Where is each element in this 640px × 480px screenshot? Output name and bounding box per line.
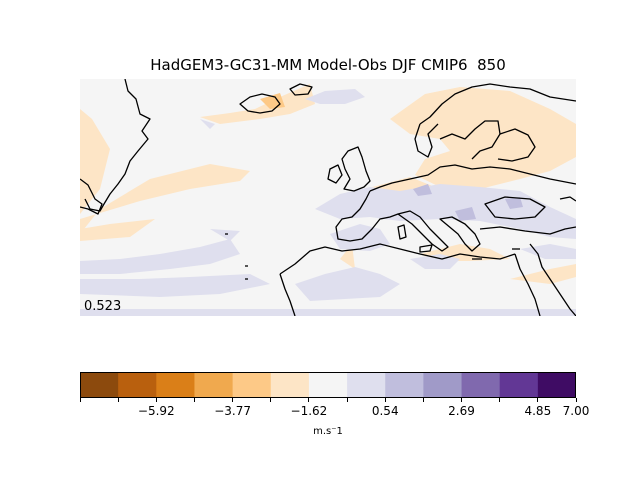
map-svg bbox=[80, 79, 576, 316]
colorbar-tick bbox=[117, 398, 119, 402]
colorbar-tick bbox=[80, 398, 81, 402]
colorbar-segment bbox=[80, 372, 119, 398]
colorbar-tick bbox=[232, 398, 234, 402]
colorbar-tick-label: 2.69 bbox=[448, 404, 475, 418]
colorbar-tick bbox=[193, 398, 195, 402]
colorbar-segment bbox=[308, 372, 348, 398]
positive-anomaly-strong bbox=[413, 184, 523, 221]
colorbar-segment bbox=[194, 372, 234, 398]
colorbar-tick bbox=[308, 398, 310, 402]
colorbar-segment bbox=[461, 372, 501, 398]
colorbar bbox=[80, 372, 576, 398]
colorbar-tick bbox=[270, 398, 272, 402]
colorbar-segment bbox=[347, 372, 386, 398]
colorbar-segment bbox=[118, 372, 157, 398]
colorbar-segment bbox=[232, 372, 272, 398]
colorbar-units: m.s⁻1 bbox=[313, 426, 343, 437]
coastlines bbox=[80, 79, 576, 316]
colorbar-tick-label: 0.54 bbox=[371, 404, 399, 418]
colorbar-tick-label: −5.92 bbox=[137, 404, 175, 418]
colorbar-tick-label: 4.85 bbox=[524, 404, 552, 418]
colorbar-tick bbox=[537, 398, 539, 402]
colorbar-tick-label: 7.00 bbox=[562, 404, 590, 418]
colorbar-segment bbox=[423, 372, 463, 398]
colorbar-segment bbox=[385, 372, 424, 398]
colorbar-tick bbox=[499, 398, 501, 402]
colorbar-tick bbox=[461, 398, 463, 402]
colorbar-tick-label: −3.77 bbox=[214, 404, 251, 418]
colorbar-segment bbox=[537, 372, 576, 398]
colorbar-segment bbox=[499, 372, 539, 398]
colorbar-tick bbox=[384, 398, 386, 402]
negative-anomaly-regions bbox=[80, 84, 576, 284]
colorbar-tick-label: −1.62 bbox=[290, 404, 328, 418]
colorbar-tick bbox=[155, 398, 157, 402]
colorbar-tick bbox=[422, 398, 424, 402]
positive-anomaly-regions bbox=[80, 89, 576, 316]
score-value: 0.523 bbox=[84, 299, 122, 314]
colorbar-segment bbox=[270, 372, 310, 398]
colorbar-tick bbox=[346, 398, 348, 402]
colorbar-svg bbox=[80, 372, 576, 398]
plot-title: HadGEM3-GC31-MM Model-Obs DJF CMIP6 850 bbox=[150, 56, 506, 74]
colorbar-tick bbox=[575, 398, 577, 402]
colorbar-segment bbox=[156, 372, 195, 398]
colorbar-border bbox=[80, 372, 576, 398]
map-panel bbox=[80, 79, 576, 316]
